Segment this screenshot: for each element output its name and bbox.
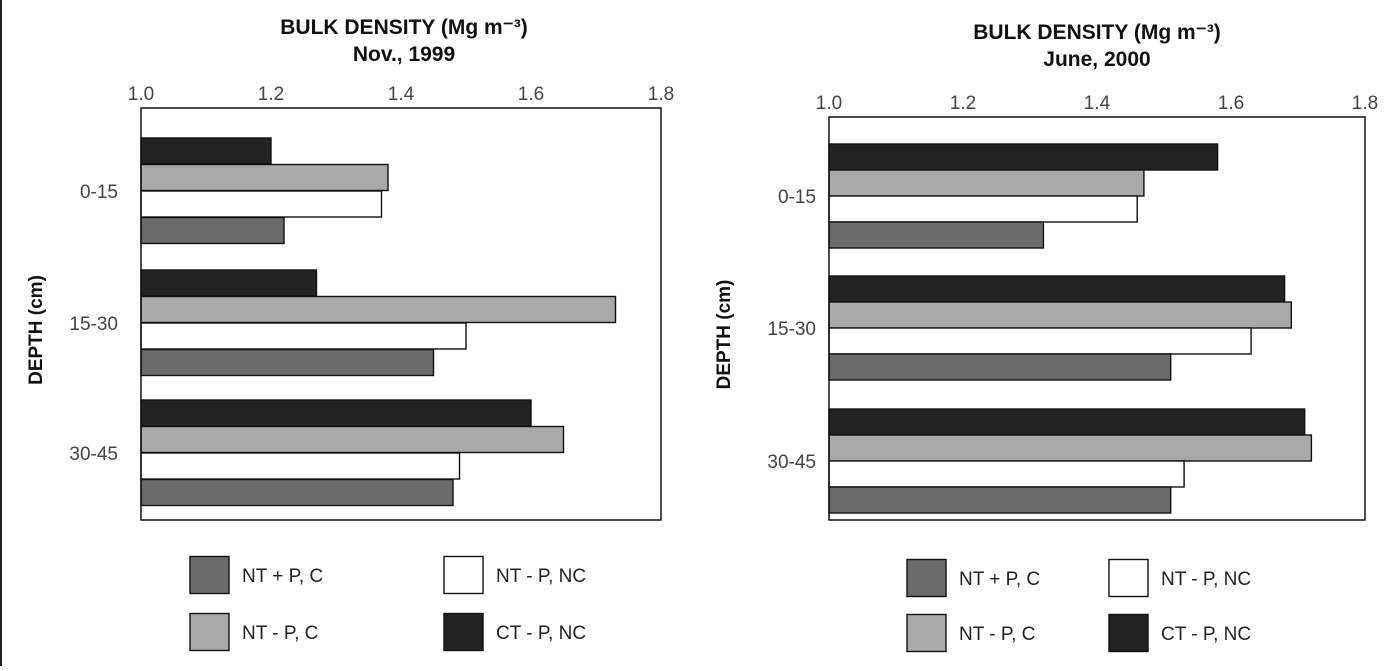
legend-label: CT - P, NC	[1161, 624, 1251, 645]
x-tick-label: 1.0	[816, 93, 842, 114]
x-tick-label: 1.2	[950, 93, 976, 114]
legend-swatch	[1108, 613, 1149, 653]
bar-0-15-nt-p-c	[140, 216, 285, 245]
bar-0-15-nt-p-c	[828, 169, 1145, 197]
legend-item-ct-p-nc: CT - P, NC	[443, 612, 586, 652]
figure-border	[0, 0, 2, 666]
bar-15-30-ct-p-nc	[828, 275, 1286, 303]
legend-swatch	[189, 612, 230, 652]
legend-label: NT + P, C	[242, 566, 323, 587]
legend-swatch	[906, 613, 947, 653]
bar-30-45-nt-p-nc	[828, 460, 1185, 488]
legend-item-nt-p-c: NT + P, C	[906, 558, 1040, 598]
x-tick-label: 1.2	[258, 84, 284, 105]
legend-item-nt-p-c: NT - P, C	[189, 612, 318, 652]
legend-item-nt-p-c: NT - P, C	[906, 613, 1035, 653]
bar-15-30-nt-p-nc	[828, 327, 1252, 355]
x-tick-label: 1.4	[1084, 93, 1111, 114]
plot-frame	[828, 116, 1366, 521]
y-axis-label: DEPTH (cm)	[714, 280, 735, 390]
bar-0-15-nt-p-c	[140, 163, 389, 192]
bar-0-15-ct-p-nc	[828, 143, 1219, 171]
bar-30-45-ct-p-nc	[140, 399, 532, 427]
bar-15-30-nt-p-nc	[140, 322, 467, 350]
legend-label: NT - P, NC	[496, 566, 586, 587]
legend-label: CT - P, NC	[496, 623, 586, 644]
legend-item-ct-p-nc: CT - P, NC	[1108, 613, 1251, 653]
legend-swatch	[443, 612, 484, 652]
chart-subtitle: June, 2000	[1043, 48, 1150, 71]
chart-1: BULK DENSITY (Mg m⁻³) Nov., 1999 1.0 1.2 1.4…	[26, 16, 674, 652]
x-tick-label: 1.6	[518, 84, 544, 105]
bar-15-30-nt-p-c	[140, 295, 617, 324]
bar-15-30-nt-p-c	[828, 301, 1292, 329]
legend-label: NT - P, NC	[1161, 569, 1251, 590]
bar-15-30-ct-p-nc	[140, 269, 318, 297]
legend-swatch	[1108, 558, 1149, 598]
legend-swatch	[443, 555, 484, 595]
category-label-0-15: 0-15	[80, 182, 118, 203]
legend-label: NT - P, C	[242, 623, 318, 644]
legend-swatch	[189, 555, 230, 595]
bar-30-45-nt-p-nc	[140, 452, 461, 480]
chart-title: BULK DENSITY (Mg m⁻³)	[280, 16, 528, 39]
bar-15-30-nt-p-c	[828, 353, 1172, 381]
y-axis-label: DEPTH (cm)	[26, 275, 47, 385]
category-label-15-30: 15-30	[69, 314, 118, 335]
legend-label: NT + P, C	[959, 569, 1040, 590]
x-tick-label: 1.8	[1352, 93, 1378, 114]
bar-0-15-nt-p-nc	[828, 195, 1138, 223]
category-label-15-30: 15-30	[767, 319, 816, 340]
bar-30-45-nt-p-c	[828, 486, 1172, 514]
bar-30-45-ct-p-nc	[828, 408, 1306, 436]
bar-15-30-nt-p-c	[140, 348, 435, 377]
x-tick-label: 1.8	[648, 84, 674, 105]
bar-30-45-nt-p-c	[828, 434, 1313, 462]
chart-title: BULK DENSITY (Mg m⁻³)	[973, 21, 1221, 44]
category-label-30-45: 30-45	[767, 452, 816, 473]
bar-30-45-nt-p-c	[140, 425, 565, 454]
x-tick-label: 1.4	[388, 84, 415, 105]
bar-0-15-ct-p-nc	[140, 137, 272, 165]
plot-frame	[140, 107, 662, 521]
bar-0-15-nt-p-nc	[140, 190, 383, 218]
chart-subtitle: Nov., 1999	[353, 43, 455, 66]
legend-item-nt-p-nc: NT - P, NC	[443, 555, 586, 595]
legend-label: NT - P, C	[959, 624, 1035, 645]
bar-30-45-nt-p-c	[140, 478, 454, 507]
chart-2: BULK DENSITY (Mg m⁻³) June, 2000 1.0 1.2 1.4…	[714, 21, 1378, 653]
x-tick-label: 1.0	[128, 84, 154, 105]
bar-0-15-nt-p-c	[828, 221, 1045, 249]
x-tick-label: 1.6	[1218, 93, 1244, 114]
legend-item-nt-p-c: NT + P, C	[189, 555, 323, 595]
category-label-30-45: 30-45	[69, 444, 118, 465]
legend-item-nt-p-nc: NT - P, NC	[1108, 558, 1251, 598]
legend-swatch	[906, 558, 947, 598]
category-label-0-15: 0-15	[778, 187, 816, 208]
